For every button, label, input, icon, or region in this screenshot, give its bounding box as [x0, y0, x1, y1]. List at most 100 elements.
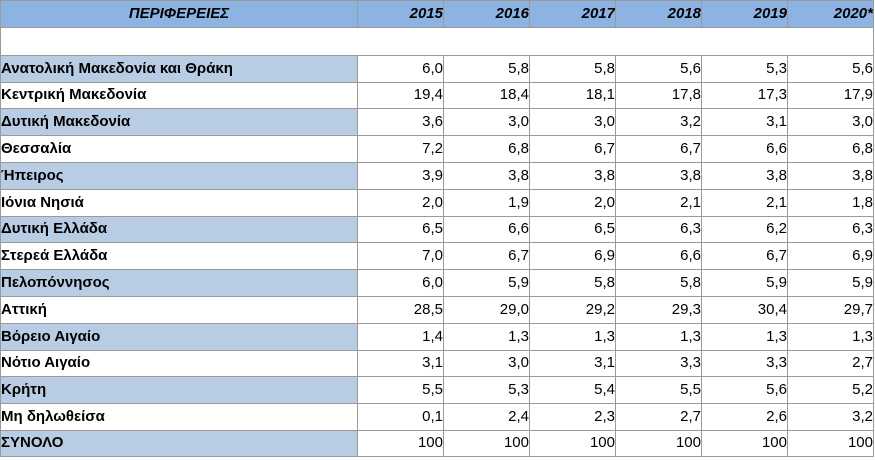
value-cell-2015: 7,0 [357, 242, 444, 271]
table-row: Πελοπόννησος 6,0 5,9 5,8 5,8 5,9 5,9 [0, 269, 874, 297]
value-cell-2018: 6,6 [615, 242, 702, 271]
region-name: Νότιο Αιγαίο [0, 349, 358, 378]
region-name: Κρήτη [0, 376, 358, 405]
value-cell-2020: 5,2 [787, 376, 874, 405]
value-cell-2019: 5,3 [701, 54, 788, 83]
table-header: ΠΕΡΙΦΕΡΕΙΕΣ 2015 2016 2017 2018 2019 202… [0, 0, 874, 28]
value-cell-2015: 2,0 [357, 188, 444, 217]
table-row: Ανατολική Μακεδονία και Θράκη 6,0 5,8 5,8 5,… [0, 54, 874, 83]
table-row: Ήπειρος 3,9 3,8 3,8 3,8 3,8 3,8 [0, 161, 874, 190]
table-row: Βόρειο Αιγαίο 1,4 1,3 1,3 1,3 1,3 1,3 [0, 322, 874, 351]
value-cell-2017: 6,9 [529, 242, 616, 271]
value-cell-2019: 6,7 [701, 242, 788, 271]
value-cell-2020: 2,7 [787, 349, 874, 378]
value-cell-2019: 100 [701, 429, 788, 457]
value-cell-2018: 5,6 [615, 54, 702, 83]
value-cell-2017: 2,3 [529, 403, 616, 431]
value-cell-2020: 17,9 [787, 81, 874, 110]
table-row: Κεντρική Μακεδονία 19,4 18,4 18,1 17,8 17,3 17… [0, 81, 874, 110]
value-cell-2019: 2,1 [701, 188, 788, 217]
value-cell-2015: 3,9 [357, 161, 444, 190]
table-row: Μη δηλωθείσα 0,1 2,4 2,3 2,7 2,6 3,2 [0, 403, 874, 431]
value-cell-2018: 17,8 [615, 81, 702, 110]
value-cell-2019: 2,6 [701, 403, 788, 431]
value-cell-2020: 100 [787, 429, 874, 457]
value-cell-2017: 3,1 [529, 349, 616, 378]
value-cell-2015: 6,0 [357, 54, 444, 83]
region-name: Θεσσαλία [0, 135, 358, 163]
value-cell-2015: 100 [357, 429, 444, 457]
value-cell-2020: 6,8 [787, 135, 874, 163]
value-cell-2015: 6,5 [357, 215, 444, 244]
value-cell-2017: 1,3 [529, 322, 616, 351]
region-name: Πελοπόννησος [0, 269, 358, 297]
header-row: ΠΕΡΙΦΕΡΕΙΕΣ 2015 2016 2017 2018 2019 202… [0, 0, 874, 28]
value-cell-2015: 19,4 [357, 81, 444, 110]
table-row: Αττική 28,5 29,0 29,2 29,3 30,4 29,7 [0, 295, 874, 324]
table-row: Ιόνια Νησιά 2,0 1,9 2,0 2,1 2,1 1,8 [0, 188, 874, 217]
value-cell-2020: 1,3 [787, 322, 874, 351]
value-cell-2018: 1,3 [615, 322, 702, 351]
value-cell-2018: 100 [615, 429, 702, 457]
value-cell-2017: 29,2 [529, 295, 616, 324]
region-name: Στερεά Ελλάδα [0, 242, 358, 271]
value-cell-2016: 2,4 [443, 403, 530, 431]
value-cell-2019: 5,6 [701, 376, 788, 405]
value-cell-2016: 100 [443, 429, 530, 457]
value-cell-2016: 3,8 [443, 161, 530, 190]
value-cell-2019: 17,3 [701, 81, 788, 110]
region-name: ΣΥΝΟΛΟ [0, 429, 358, 457]
region-name: Μη δηλωθείσα [0, 403, 358, 431]
table-row: Νότιο Αιγαίο 3,1 3,0 3,1 3,3 3,3 2,7 [0, 349, 874, 378]
region-name: Αττική [0, 295, 358, 324]
region-name: Ήπειρος [0, 161, 358, 190]
value-cell-2015: 3,6 [357, 108, 444, 137]
table-body: Ανατολική Μακεδονία και Θράκη 6,0 5,8 5,8 5,… [0, 26, 874, 457]
value-cell-2019: 6,6 [701, 135, 788, 163]
table-row: Θεσσαλία 7,2 6,8 6,7 6,7 6,6 6,8 [0, 135, 874, 163]
region-name: Ανατολική Μακεδονία και Θράκη [0, 54, 358, 83]
value-cell-2017: 100 [529, 429, 616, 457]
value-cell-2016: 5,8 [443, 54, 530, 83]
value-cell-2018: 3,2 [615, 108, 702, 137]
value-cell-2017: 5,8 [529, 54, 616, 83]
value-cell-2020: 6,3 [787, 215, 874, 244]
value-cell-2020: 3,0 [787, 108, 874, 137]
table-row: Δυτική Ελλάδα 6,5 6,6 6,5 6,3 6,2 6,3 [0, 215, 874, 244]
region-name: Ιόνια Νησιά [0, 188, 358, 217]
value-cell-2019: 3,1 [701, 108, 788, 137]
value-cell-2018: 5,8 [615, 269, 702, 297]
value-cell-2017: 6,5 [529, 215, 616, 244]
value-cell-2019: 3,8 [701, 161, 788, 190]
value-cell-2019: 6,2 [701, 215, 788, 244]
header-year-2018: 2018 [615, 0, 702, 28]
value-cell-2020: 3,8 [787, 161, 874, 190]
value-cell-2020: 29,7 [787, 295, 874, 324]
value-cell-2015: 5,5 [357, 376, 444, 405]
value-cell-2017: 18,1 [529, 81, 616, 110]
value-cell-2018: 2,1 [615, 188, 702, 217]
value-cell-2016: 3,0 [443, 108, 530, 137]
spacer-row [0, 26, 874, 56]
spacer-cell [0, 26, 874, 56]
value-cell-2016: 6,7 [443, 242, 530, 271]
value-cell-2016: 18,4 [443, 81, 530, 110]
region-name: Δυτική Ελλάδα [0, 215, 358, 244]
value-cell-2016: 1,9 [443, 188, 530, 217]
region-name: Κεντρική Μακεδονία [0, 81, 358, 110]
table-row: Δυτική Μακεδονία 3,6 3,0 3,0 3,2 3,1 3,0 [0, 108, 874, 137]
value-cell-2019: 5,9 [701, 269, 788, 297]
value-cell-2018: 6,3 [615, 215, 702, 244]
value-cell-2015: 7,2 [357, 135, 444, 163]
value-cell-2019: 30,4 [701, 295, 788, 324]
value-cell-2018: 3,3 [615, 349, 702, 378]
value-cell-2016: 29,0 [443, 295, 530, 324]
value-cell-2016: 5,3 [443, 376, 530, 405]
value-cell-2015: 3,1 [357, 349, 444, 378]
value-cell-2018: 3,8 [615, 161, 702, 190]
region-name: Βόρειο Αιγαίο [0, 322, 358, 351]
value-cell-2016: 5,9 [443, 269, 530, 297]
value-cell-2017: 5,8 [529, 269, 616, 297]
value-cell-2020: 1,8 [787, 188, 874, 217]
